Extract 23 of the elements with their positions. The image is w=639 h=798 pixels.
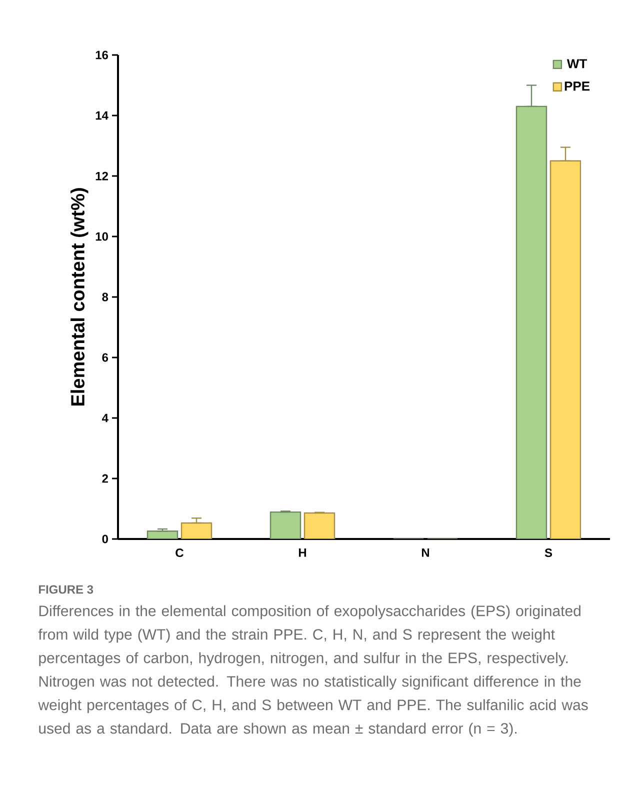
text: Differences in the elemental composition of exopolysaccharides (EPS) originated from wild type (WT) and the strain PPE. C, H, N, and S represent the weight percentages of carbon, hydrogen, nitrogen, and sulfur in the EPS, respectively. Nitrogen was not detected. There was no statistically significant difference in the weight percentages of C, H, and S between WT and PPE. The sulfanilic acid was used as a standard. Data are shown as mean ± standard error (n = 3). — [38, 605, 588, 737]
legend-label: WT — [566, 59, 587, 68]
y-tick-label: 12 — [96, 172, 108, 180]
y-tick-label: 0 — [102, 534, 108, 544]
bar — [304, 512, 336, 539]
bar — [270, 511, 302, 539]
legend-label: PPE — [564, 82, 590, 91]
y-tick-label: 10 — [96, 232, 108, 241]
bar — [516, 106, 548, 539]
text: FIGURE 3 — [39, 585, 94, 594]
y-tick-label: 16 — [96, 50, 108, 60]
y-tick-label: 14 — [96, 111, 108, 120]
y-tick-label: 4 — [102, 414, 108, 422]
x-tick-label: H — [298, 548, 306, 557]
bar — [180, 522, 212, 539]
bar — [550, 160, 582, 539]
x-tick-label: S — [544, 548, 552, 558]
x-tick-label: C — [176, 548, 184, 558]
y-axis-title: Elemental content (wt%) — [70, 188, 88, 406]
y-tick-label: 6 — [102, 353, 108, 362]
y-tick-label: 8 — [102, 292, 108, 302]
x-tick-label: N — [422, 548, 430, 557]
y-tick-label: 2 — [102, 474, 108, 483]
